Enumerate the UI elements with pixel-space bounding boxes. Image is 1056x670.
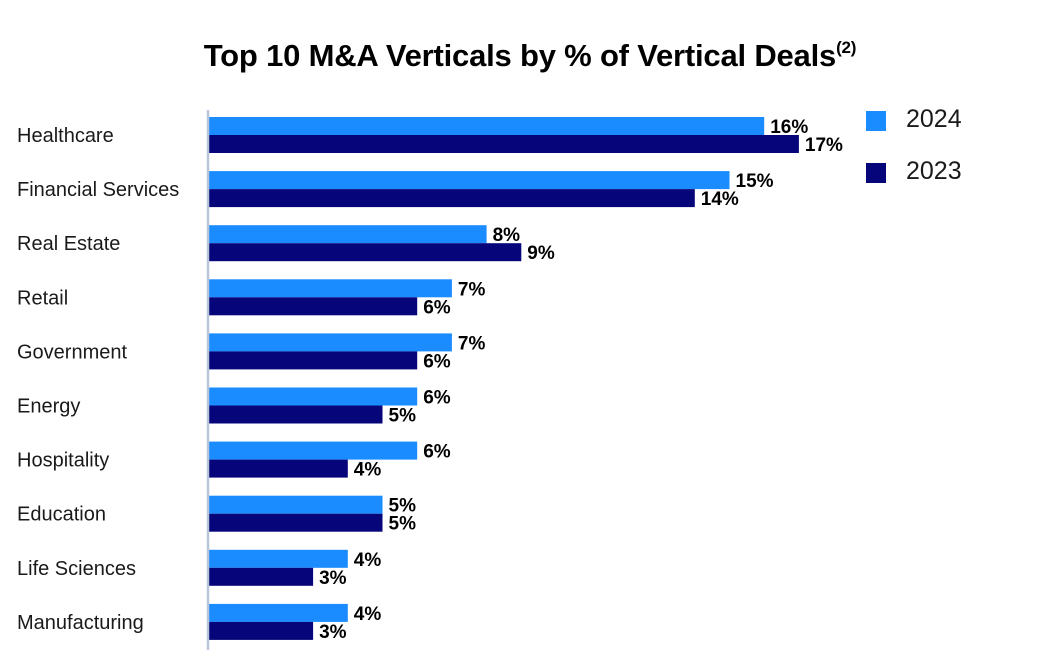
bar-2024-life-sciences bbox=[209, 549, 348, 568]
value-label-2024-healthcare: 16% bbox=[770, 117, 808, 138]
category-label-hospitality: Hospitality bbox=[17, 450, 109, 472]
value-label-2024-financial-services: 15% bbox=[736, 171, 774, 192]
value-label-2024-retail: 7% bbox=[458, 279, 486, 300]
bar-2023-life-sciences bbox=[209, 567, 314, 586]
value-label-2023-government: 6% bbox=[423, 351, 451, 372]
bar-2024-energy bbox=[209, 387, 418, 406]
chart-title-footnote: (2) bbox=[836, 37, 857, 57]
legend-swatch-2024 bbox=[866, 111, 886, 131]
category-label-life-sciences: Life Sciences bbox=[17, 558, 136, 580]
value-label-2023-manufacturing: 3% bbox=[319, 622, 347, 643]
value-label-2024-manufacturing: 4% bbox=[354, 604, 382, 625]
bar-2023-healthcare bbox=[209, 135, 799, 153]
bar-2024-financial-services bbox=[209, 171, 730, 190]
value-label-2023-retail: 6% bbox=[423, 297, 451, 318]
bar-2023-real-estate bbox=[209, 243, 522, 262]
bar-2024-hospitality bbox=[209, 441, 418, 460]
legend-swatch-2023 bbox=[866, 163, 886, 183]
value-label-2023-real-estate: 9% bbox=[527, 243, 555, 264]
value-label-2024-education: 5% bbox=[389, 496, 417, 517]
category-label-retail: Retail bbox=[17, 287, 68, 309]
bar-2023-retail bbox=[209, 297, 418, 316]
value-label-2024-hospitality: 6% bbox=[423, 442, 451, 463]
legend-label-2023: 2023 bbox=[906, 157, 962, 185]
category-label-energy: Energy bbox=[17, 396, 80, 418]
value-label-2023-financial-services: 14% bbox=[701, 189, 739, 210]
bar-2024-manufacturing bbox=[209, 603, 348, 622]
category-label-education: Education bbox=[17, 504, 106, 526]
bar-2024-government bbox=[209, 333, 452, 352]
bar-2024-healthcare bbox=[209, 117, 765, 135]
bar-2023-hospitality bbox=[209, 459, 348, 478]
value-label-2023-healthcare: 17% bbox=[805, 135, 843, 156]
bar-2023-education bbox=[209, 513, 383, 532]
value-label-2024-life-sciences: 4% bbox=[354, 550, 382, 571]
value-label-2024-real-estate: 8% bbox=[493, 225, 521, 246]
bar-2024-retail bbox=[209, 279, 452, 298]
chart-title: Top 10 M&A Verticals by % of Vertical De… bbox=[0, 38, 1056, 74]
category-label-government: Government bbox=[17, 341, 127, 363]
bar-2023-manufacturing bbox=[209, 621, 314, 640]
category-label-healthcare: Healthcare bbox=[17, 125, 114, 147]
value-label-2023-life-sciences: 3% bbox=[319, 568, 347, 589]
value-label-2024-energy: 6% bbox=[423, 388, 451, 409]
value-label-2023-education: 5% bbox=[389, 514, 417, 535]
value-label-2023-energy: 5% bbox=[389, 406, 417, 427]
bar-2024-real-estate bbox=[209, 225, 487, 244]
category-label-real-estate: Real Estate bbox=[17, 233, 120, 255]
bar-2024-education bbox=[209, 495, 383, 514]
bar-2023-energy bbox=[209, 405, 383, 424]
legend-label-2024: 2024 bbox=[906, 105, 962, 133]
value-label-2024-government: 7% bbox=[458, 333, 486, 354]
bar-2023-government bbox=[209, 351, 418, 370]
value-label-2023-hospitality: 4% bbox=[354, 460, 382, 481]
chart-title-text: Top 10 M&A Verticals by % of Vertical De… bbox=[203, 38, 837, 73]
category-label-financial-services: Financial Services bbox=[17, 179, 179, 201]
category-label-manufacturing: Manufacturing bbox=[17, 612, 144, 634]
bar-2023-financial-services bbox=[209, 189, 695, 208]
